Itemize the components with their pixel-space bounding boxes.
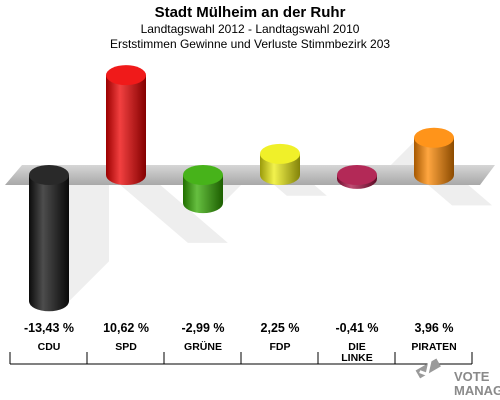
bar-fdp xyxy=(260,143,300,185)
bar-top xyxy=(337,165,377,185)
chart-subtitle-2: Erststimmen Gewinne und Verluste Stimmbe… xyxy=(110,37,390,51)
value-label: -2,99 % xyxy=(181,321,224,335)
bar-shadow xyxy=(118,183,228,243)
bars xyxy=(29,65,454,312)
value-label: 2,25 % xyxy=(261,321,300,335)
bar-piraten xyxy=(414,127,454,185)
bar-body xyxy=(414,137,454,185)
bar-body xyxy=(29,175,69,312)
votemanager-logo: VOTE MANAGER xyxy=(415,358,500,398)
bar-grüne xyxy=(183,165,223,214)
value-label: 3,96 % xyxy=(415,321,454,335)
bar-body xyxy=(183,175,223,214)
logo-text-vote: VOTE xyxy=(454,369,490,384)
chart-title: Stadt Mülheim an der Ruhr xyxy=(155,4,346,21)
bar-top xyxy=(183,165,223,185)
value-label: 10,62 % xyxy=(103,321,149,335)
bar-cdu xyxy=(29,165,69,312)
category-label: LINKE xyxy=(341,352,373,364)
bar-top xyxy=(414,127,454,148)
category-label: DIE xyxy=(348,341,366,353)
category-label: CDU xyxy=(38,341,61,353)
bar-top xyxy=(106,65,146,86)
category-label: PIRATEN xyxy=(411,341,456,353)
bar-shadow xyxy=(69,180,109,302)
value-label: -13,43 % xyxy=(24,321,74,335)
bar-body xyxy=(106,75,146,185)
check-icon xyxy=(415,358,441,379)
category-label: SPD xyxy=(115,341,137,353)
bar-shadow xyxy=(426,183,493,206)
value-labels: -13,43 % 10,62 % -2,99 % 2,25 % -0,41 % 3,96 … xyxy=(24,321,453,335)
value-label: -0,41 % xyxy=(335,321,378,335)
chart-subtitle: Landtagswahl 2012 - Landtagswahl 2010 xyxy=(141,22,360,36)
bar-top xyxy=(29,165,69,185)
bar-top xyxy=(260,143,300,164)
category-label: FDP xyxy=(270,341,291,353)
category-label: GRÜNE xyxy=(184,340,222,353)
logo-text-manager: MANAGER xyxy=(454,383,500,398)
bar-shadow xyxy=(272,183,327,196)
bar-spd xyxy=(106,65,146,185)
bar-die-linke xyxy=(337,165,377,189)
